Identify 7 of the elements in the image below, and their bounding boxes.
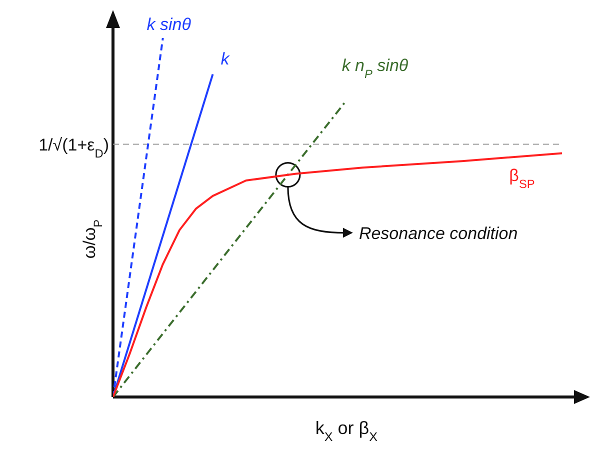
series-label: β$_{SP}$ <box>509 166 535 192</box>
series-label: k sinθ <box>146 15 192 34</box>
x-axis-title: k$_{X}$ or β$_{X}$ <box>315 418 378 444</box>
ref-line-label: 1/√(1+ε$_{D}$) <box>38 135 109 160</box>
series-label: k n$_{P}$ sinθ <box>342 56 409 82</box>
annotation: Resonance condition <box>358 224 518 243</box>
series-label: k <box>220 49 231 68</box>
